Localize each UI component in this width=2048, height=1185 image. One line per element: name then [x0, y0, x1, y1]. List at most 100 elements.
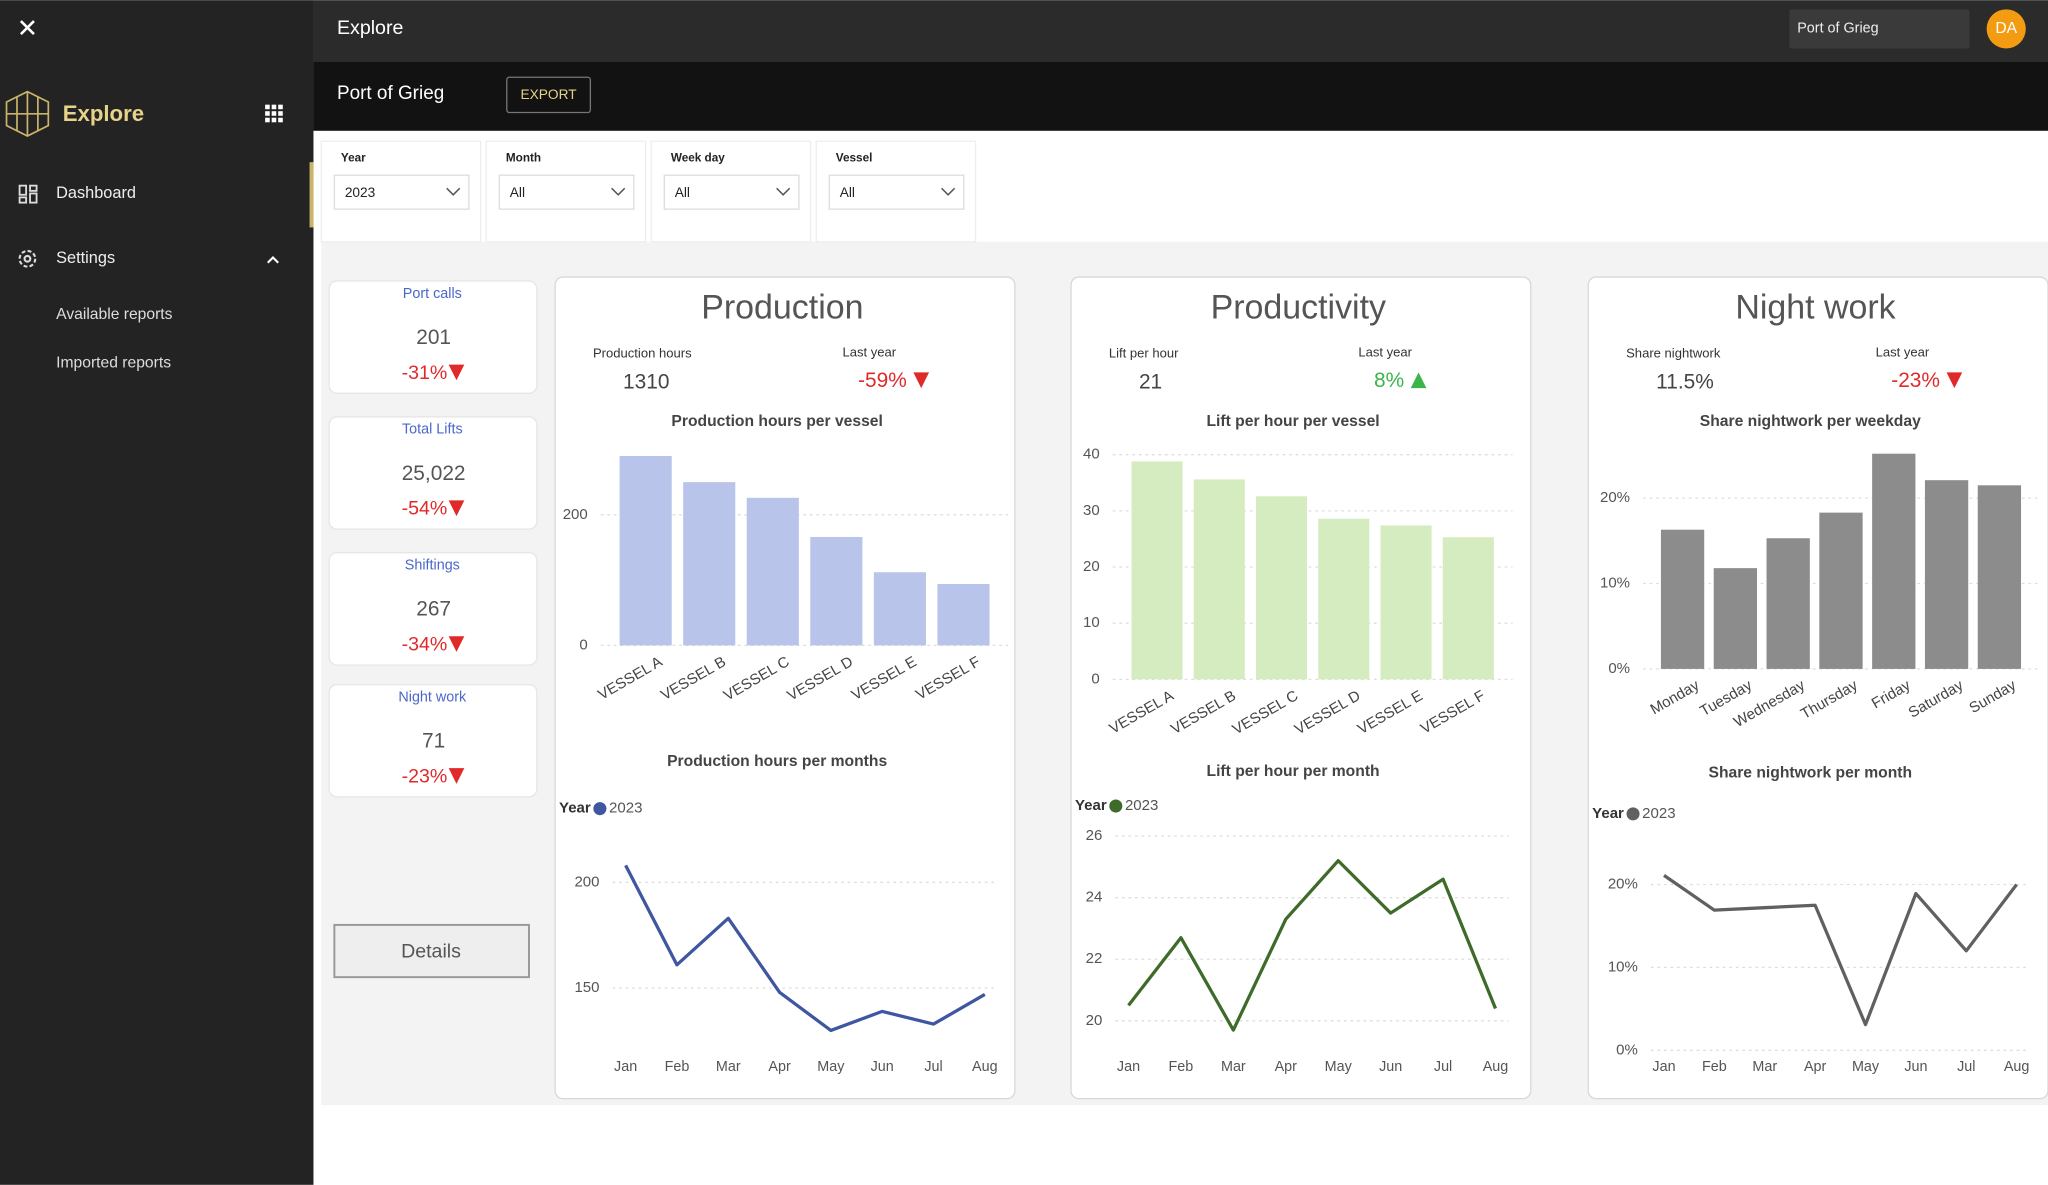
chart-title: Share nightwork per weekday — [1700, 413, 1921, 430]
trend-icon — [913, 372, 930, 389]
y-tick-label: 0 — [579, 636, 587, 653]
icon-part — [29, 192, 38, 204]
x-tick-label: Apr — [1275, 1059, 1298, 1075]
filter-value[interactable]: All — [675, 185, 690, 200]
x-tick-label: Mar — [1752, 1059, 1777, 1075]
icon-part — [23, 254, 32, 263]
close-icon[interactable] — [19, 20, 35, 36]
legend-marker — [1626, 807, 1640, 821]
y-tick-label: 200 — [574, 873, 599, 890]
bar — [1872, 453, 1916, 669]
search-box[interactable] — [1789, 9, 1970, 49]
last-year-label: Last year — [842, 344, 896, 359]
dropdown-chevron[interactable] — [776, 187, 791, 196]
topbar-title: Explore — [337, 17, 403, 39]
metric-label: Share nightwork — [1626, 346, 1721, 361]
kpi-card — [328, 552, 538, 666]
export-button[interactable] — [506, 76, 592, 114]
settings-icon — [18, 249, 37, 268]
subnav-item[interactable]: Imported reports — [56, 354, 171, 371]
collapse-chevron[interactable] — [267, 256, 279, 264]
metric-value: 1310 — [623, 370, 669, 393]
details-button[interactable] — [333, 923, 530, 979]
chart-title: Production hours per vessel — [671, 413, 882, 430]
last-year-value: -59% — [858, 369, 907, 392]
y-tick-label: 150 — [574, 979, 599, 996]
line-series — [624, 864, 986, 1033]
kpi-label: Night work — [398, 689, 467, 705]
kpi-card — [328, 416, 538, 530]
filter-dropdown[interactable] — [828, 174, 965, 210]
filter-value[interactable]: All — [510, 185, 525, 200]
subnav-item[interactable]: Available reports — [56, 306, 173, 323]
kpi-change: -34% — [402, 634, 448, 656]
export-label[interactable]: EXPORT — [521, 87, 578, 102]
filter-dropdown[interactable] — [333, 174, 470, 210]
filter-dropdown[interactable] — [498, 174, 635, 210]
y-tick-label: 0% — [1608, 660, 1630, 677]
trend-icon — [1946, 372, 1963, 389]
legend-title: Year — [559, 800, 591, 817]
filter-dropdown[interactable] — [663, 174, 800, 210]
filter-value[interactable]: All — [840, 185, 855, 200]
bar — [1131, 461, 1183, 680]
x-tick-label: May — [817, 1059, 845, 1075]
kpi-change: -54% — [402, 498, 448, 520]
apps-dot[interactable] — [278, 111, 283, 116]
bar — [619, 456, 672, 646]
x-tick-label: Jun — [1379, 1059, 1402, 1075]
nav-item[interactable]: Settings — [56, 249, 115, 267]
legend-title: Year — [1592, 805, 1624, 822]
page-title: Port of Grieg — [337, 83, 444, 104]
filter-label: Week day — [671, 151, 725, 164]
avatar[interactable] — [1986, 9, 2026, 49]
kpi-label: Total Lifts — [402, 422, 463, 438]
apps-dot[interactable] — [271, 104, 277, 110]
filter-label: Vessel — [836, 151, 873, 164]
details-label[interactable]: Details — [401, 941, 461, 963]
bar — [1442, 537, 1494, 680]
bar — [1380, 525, 1432, 680]
filter-value[interactable]: 2023 — [345, 185, 376, 200]
bar — [1924, 480, 1969, 669]
apps-menu[interactable] — [265, 104, 283, 123]
x-tick-label: Jun — [871, 1059, 894, 1075]
dropdown-chevron[interactable] — [611, 187, 626, 196]
y-tick-label: 20% — [1600, 489, 1630, 506]
filter-label: Year — [341, 151, 366, 164]
x-tick-label: Aug — [1483, 1059, 1509, 1075]
kpi-trend-icon — [448, 364, 465, 381]
y-tick-label: 20 — [1086, 1012, 1103, 1029]
x-tick-label: Feb — [665, 1059, 690, 1075]
legend-label: 2023 — [1642, 805, 1675, 822]
kpi-value: 267 — [416, 598, 451, 621]
last-year-value: 8% — [1374, 369, 1404, 392]
apps-dot[interactable] — [265, 111, 270, 116]
apps-dot[interactable] — [271, 117, 277, 123]
y-tick-label: 40 — [1083, 446, 1100, 463]
search-text[interactable]: Port of Grieg — [1797, 21, 1878, 37]
dashboard-icon — [18, 184, 38, 204]
dropdown-chevron[interactable] — [446, 187, 461, 196]
panel-card — [1070, 276, 1532, 1100]
panel-title: Night work — [1735, 289, 1896, 327]
kpi-value: 71 — [422, 730, 445, 753]
kpi-trend-icon — [448, 768, 465, 784]
y-tick-label: 10% — [1608, 958, 1638, 975]
kpi-trend-icon — [448, 636, 465, 652]
bar — [1318, 518, 1370, 680]
close-button[interactable] — [19, 20, 35, 36]
apps-dot[interactable] — [271, 111, 277, 116]
dropdown-chevron[interactable] — [941, 187, 956, 196]
apps-dot[interactable] — [278, 117, 283, 123]
x-tick-label: May — [1325, 1059, 1353, 1075]
x-tick-label: Jan — [1117, 1059, 1140, 1075]
y-tick-label: 0% — [1616, 1041, 1638, 1058]
avatar-initials[interactable]: DA — [1995, 20, 2017, 37]
apps-dot[interactable] — [265, 104, 270, 110]
nav-item[interactable]: Dashboard — [56, 184, 136, 202]
apps-dot[interactable] — [278, 104, 283, 110]
apps-dot[interactable] — [265, 117, 270, 123]
x-tick-label: Jan — [1652, 1059, 1675, 1075]
